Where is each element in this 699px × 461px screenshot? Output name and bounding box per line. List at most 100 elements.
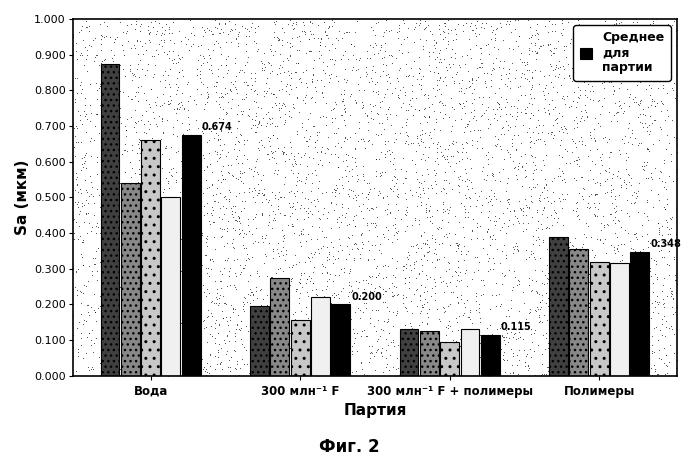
Point <box>379 150 390 157</box>
Point <box>541 245 552 253</box>
Point <box>571 160 582 168</box>
Point <box>90 79 101 86</box>
Point <box>686 128 697 136</box>
Point <box>512 282 523 289</box>
Point <box>425 341 436 349</box>
Point <box>321 285 332 292</box>
Point <box>250 287 261 295</box>
Point <box>214 214 225 221</box>
Point <box>387 148 398 156</box>
Point <box>687 340 698 347</box>
Point <box>252 104 264 111</box>
Point <box>644 92 656 99</box>
Point <box>372 306 383 313</box>
Point <box>528 348 539 355</box>
Point <box>410 274 421 282</box>
Point <box>63 355 74 362</box>
Point <box>411 132 422 139</box>
Point <box>166 285 178 293</box>
Point <box>628 98 640 106</box>
Point <box>487 171 498 179</box>
Point <box>292 349 303 357</box>
Point <box>80 95 91 102</box>
Point <box>496 24 507 31</box>
Point <box>212 176 224 183</box>
Point <box>568 157 579 165</box>
Point <box>380 111 391 118</box>
Point <box>217 314 228 321</box>
Point <box>146 357 157 365</box>
Point <box>317 210 329 217</box>
Point <box>145 86 157 93</box>
Point <box>686 144 698 151</box>
Point <box>464 128 475 135</box>
Point <box>82 189 93 196</box>
Point <box>139 342 150 349</box>
Point <box>613 97 624 105</box>
Point <box>658 253 670 260</box>
Point <box>226 95 238 103</box>
Point <box>382 105 394 112</box>
Point <box>257 361 268 368</box>
Point <box>71 286 82 294</box>
Point <box>291 187 303 195</box>
Point <box>210 352 221 360</box>
Point <box>67 288 78 296</box>
Point <box>474 93 485 100</box>
Point <box>590 191 601 199</box>
Point <box>464 45 475 52</box>
Point <box>293 46 304 53</box>
Point <box>265 148 276 155</box>
Point <box>347 52 359 59</box>
Point <box>407 347 418 355</box>
Point <box>636 52 647 59</box>
Point <box>187 207 198 214</box>
Point <box>284 107 295 115</box>
Point <box>388 138 399 146</box>
Point <box>670 27 682 35</box>
Point <box>252 316 263 323</box>
Point <box>496 224 507 231</box>
Point <box>112 84 123 92</box>
Point <box>124 65 136 73</box>
Point <box>194 166 206 173</box>
Point <box>303 35 315 43</box>
Point <box>257 198 268 205</box>
Point <box>188 31 199 39</box>
Point <box>356 99 367 106</box>
Point <box>519 347 530 354</box>
Point <box>507 369 519 377</box>
Point <box>192 132 203 140</box>
Point <box>194 269 206 277</box>
Point <box>249 69 260 76</box>
Point <box>584 366 596 374</box>
Point <box>188 209 199 217</box>
Point <box>303 272 314 280</box>
Point <box>684 228 696 235</box>
Point <box>122 92 134 99</box>
Point <box>275 340 286 347</box>
Point <box>620 325 631 332</box>
Point <box>196 124 208 131</box>
Point <box>370 19 382 26</box>
Point <box>245 358 257 366</box>
Point <box>589 344 600 352</box>
Point <box>57 47 68 54</box>
Point <box>303 154 315 161</box>
Point <box>580 301 591 309</box>
Point <box>328 252 339 259</box>
Point <box>482 229 493 236</box>
Point <box>173 148 184 155</box>
Point <box>302 213 313 220</box>
Point <box>206 322 217 329</box>
Point <box>85 80 96 88</box>
Point <box>213 20 224 27</box>
Point <box>579 78 590 85</box>
Point <box>504 195 515 203</box>
Point <box>310 99 321 106</box>
Point <box>185 157 196 164</box>
Point <box>553 343 564 350</box>
Point <box>370 284 381 291</box>
Point <box>296 177 307 184</box>
Point <box>459 269 470 277</box>
